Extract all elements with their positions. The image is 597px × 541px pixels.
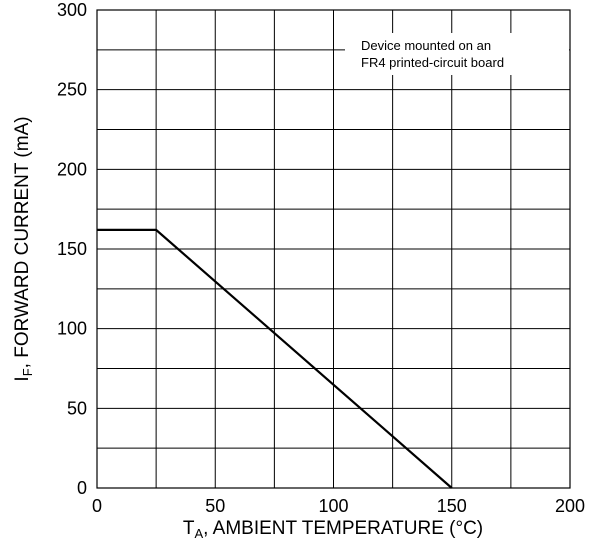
x-axis-title-symbol: T [183,518,195,539]
x-tick-labels: 0 50 100 150 200 [92,496,585,516]
series-line [97,228,453,489]
plot-frame [96,9,571,489]
series-layer [97,228,453,489]
annotation-line-2: FR4 printed-circuit board [361,55,504,70]
y-tick-label: 100 [57,319,87,339]
x-tick-label: 200 [555,496,585,516]
x-tick-label: 50 [205,496,225,516]
y-tick-label: 150 [57,239,87,259]
x-axis-title-subscript: A [194,526,203,541]
y-axis-title-text: , FORWARD CURRENT (mA) [12,116,33,368]
x-tick-label: 100 [318,496,348,516]
x-axis-title-text: , AMBIENT TEMPERATURE (°C) [203,518,483,539]
annotation-line-1: Device mounted on an [361,38,491,53]
x-tick-label: 150 [437,496,467,516]
annotation: Device mounted on an FR4 printed-circuit… [345,33,569,75]
grid [97,10,570,488]
y-tick-label: 200 [57,159,87,179]
y-tick-label: 0 [77,478,87,498]
y-axis-title: IF, FORWARD CURRENT (mA) [12,116,35,381]
y-tick-label: 250 [57,80,87,100]
y-axis-title-subscript: F [20,368,35,376]
y-tick-label: 300 [57,0,87,20]
y-tick-label: 50 [67,398,87,418]
x-tick-label: 0 [92,496,102,516]
y-tick-labels: 0 50 100 150 200 250 300 [57,0,87,498]
x-axis-title: TA, AMBIENT TEMPERATURE (°C) [183,518,483,541]
y-axis-title-symbol: I [12,376,33,381]
